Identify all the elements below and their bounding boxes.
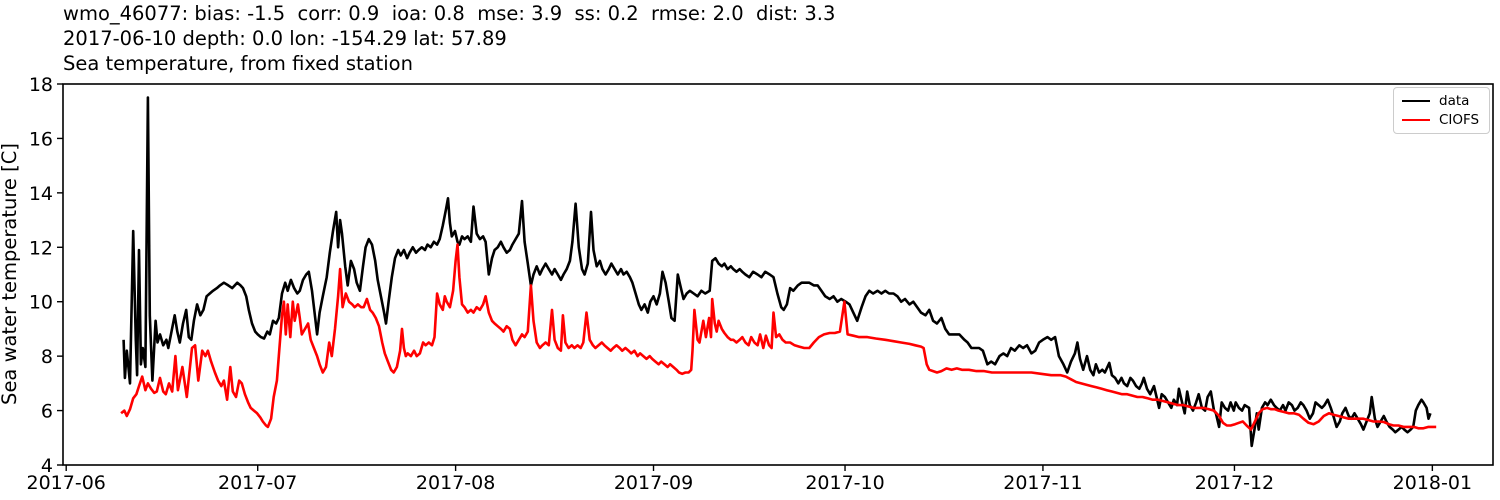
x-tick-label: 2017-07 <box>218 472 297 494</box>
x-tick-label: 2017-10 <box>805 472 884 494</box>
axis-ticks <box>57 83 1434 471</box>
series-line-data <box>122 96 1432 448</box>
plot-series <box>120 96 1437 448</box>
x-tick-label: 2017-11 <box>1003 472 1082 494</box>
legend-line-sample-ciofs <box>1402 119 1430 121</box>
x-tick-label: 2017-09 <box>614 472 693 494</box>
x-tick-label: 2017-08 <box>416 472 495 494</box>
legend: data CIOFS <box>1393 87 1490 134</box>
plot-border <box>62 83 1494 466</box>
title-line-desc: Sea temperature, from fixed station <box>63 52 413 75</box>
title-block: wmo_46077: bias: -1.5 corr: 0.9 ioa: 0.8… <box>63 1 835 76</box>
x-tick-label: 2017-06 <box>26 472 105 494</box>
series-line-ciofs <box>120 243 1437 431</box>
y-tick-label: 4 <box>41 455 53 477</box>
legend-entry-data: data <box>1402 93 1481 109</box>
y-tick-label: 14 <box>29 183 53 205</box>
y-tick-label: 10 <box>29 292 53 314</box>
y-tick-label: 8 <box>41 346 53 368</box>
legend-label-data: data <box>1439 93 1470 109</box>
legend-entry-ciofs: CIOFS <box>1402 112 1481 128</box>
x-tick-label: 2018-01 <box>1393 472 1472 494</box>
axis-tick-labels: 2017-06 2017-07 2017-08 2017-09 2017-10 2017-… <box>26 74 1472 494</box>
legend-label-ciofs: CIOFS <box>1439 112 1480 128</box>
y-tick-label: 6 <box>41 401 53 423</box>
legend-line-sample-data <box>1402 100 1430 102</box>
title-line-stats: wmo_46077: bias: -1.5 corr: 0.9 ioa: 0.8… <box>63 2 836 25</box>
title-line-meta: 2017-06-10 depth: 0.0 lon: -154.29 lat: … <box>63 27 507 50</box>
x-tick-label: 2017-12 <box>1195 472 1274 494</box>
y-tick-label: 18 <box>29 74 53 96</box>
y-tick-label: 12 <box>29 237 53 259</box>
y-tick-label: 16 <box>29 128 53 150</box>
y-axis-label: Sea water temperature [C] <box>0 143 21 405</box>
